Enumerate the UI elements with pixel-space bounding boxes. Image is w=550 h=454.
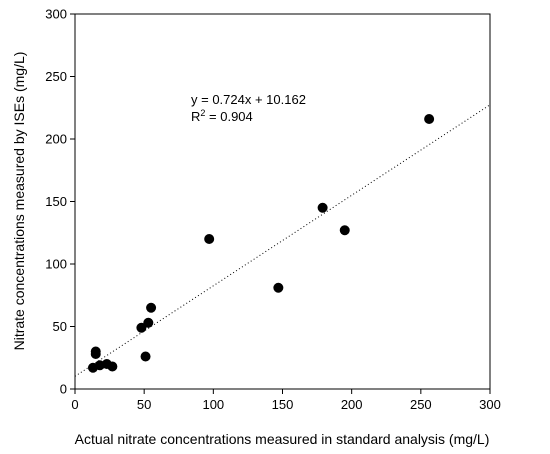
data-point — [143, 317, 154, 328]
y-tick-label: 150 — [45, 194, 67, 209]
trendline — [74, 104, 491, 377]
r-squared-prefix: R — [191, 109, 200, 124]
r-squared-value: = 0.904 — [205, 109, 252, 124]
y-tick-label: 300 — [45, 7, 67, 22]
data-point — [204, 234, 215, 244]
y-axis-ticks: 0 50 100 150 200 250 300 — [45, 7, 75, 397]
x-tick-label: 50 — [137, 397, 151, 412]
x-tick-label: 100 — [202, 397, 224, 412]
data-point — [107, 361, 118, 372]
y-tick-label: 100 — [45, 257, 67, 272]
x-tick-label: 300 — [479, 397, 501, 412]
y-tick-label: 50 — [53, 319, 67, 334]
y-axis-title: Nitrate concentrations measured by ISEs … — [11, 52, 27, 351]
data-point — [140, 351, 151, 362]
x-tick-label: 0 — [71, 397, 78, 412]
data-point — [136, 322, 147, 333]
data-point — [317, 202, 328, 213]
x-tick-label: 250 — [410, 397, 432, 412]
data-point — [339, 225, 350, 236]
x-tick-label: 200 — [341, 397, 363, 412]
data-point — [273, 282, 284, 293]
r-squared-annotation: R2 = 0.904 — [191, 108, 253, 124]
y-tick-label: 200 — [45, 132, 67, 147]
trendline-layer — [74, 104, 491, 377]
y-tick-label: 250 — [45, 69, 67, 84]
x-tick-label: 150 — [272, 397, 294, 412]
x-axis-ticks: 0 50 100 150 200 250 300 — [71, 389, 501, 412]
points-layer — [87, 114, 435, 373]
plot-area — [74, 13, 491, 390]
data-point — [424, 114, 435, 124]
r-squared-superscript: 2 — [200, 108, 205, 118]
y-tick-label: 0 — [60, 382, 67, 397]
x-axis-title: Actual nitrate concentrations measured i… — [75, 431, 490, 447]
equation-annotation: y = 0.724x + 10.162 — [191, 92, 306, 107]
data-point — [90, 346, 101, 357]
data-point — [146, 302, 157, 313]
